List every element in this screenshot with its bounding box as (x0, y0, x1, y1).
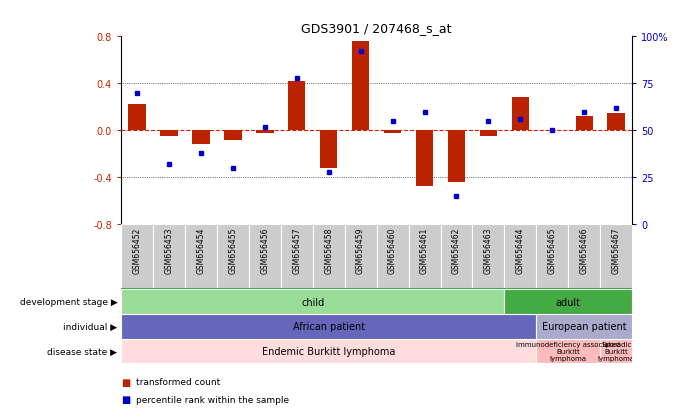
Bar (121, 290, 504, 314)
Bar (473, 225, 504, 290)
Bar (121, 225, 153, 290)
Title: GDS3901 / 207468_s_at: GDS3901 / 207468_s_at (301, 21, 452, 35)
Text: GSM656459: GSM656459 (356, 227, 365, 273)
Text: GSM656458: GSM656458 (324, 227, 333, 273)
Bar (217, 225, 249, 290)
Text: GSM656464: GSM656464 (516, 227, 525, 273)
Bar (408, 225, 440, 290)
Text: GSM656466: GSM656466 (580, 227, 589, 273)
Bar (448, 131, 465, 183)
Bar (600, 225, 632, 290)
Text: transformed count: transformed count (136, 377, 220, 387)
Bar (536, 225, 568, 290)
Text: GSM656465: GSM656465 (548, 227, 557, 273)
Bar (504, 290, 632, 314)
Text: Endemic Burkitt lymphoma: Endemic Burkitt lymphoma (262, 346, 395, 356)
Text: Sporadic
Burkitt
lymphoma: Sporadic Burkitt lymphoma (598, 341, 635, 361)
Text: GSM656461: GSM656461 (420, 227, 429, 273)
Text: GSM656455: GSM656455 (228, 227, 237, 273)
Bar (352, 42, 370, 131)
Text: GSM656467: GSM656467 (612, 227, 621, 273)
Bar (121, 339, 536, 363)
Bar (121, 314, 536, 339)
Text: disease state ▶: disease state ▶ (48, 347, 117, 356)
Text: European patient: European patient (542, 321, 627, 332)
Text: African patient: African patient (292, 321, 365, 332)
Bar (281, 225, 312, 290)
Bar (288, 82, 305, 131)
Bar (224, 131, 242, 140)
Text: GSM656453: GSM656453 (164, 227, 173, 273)
Text: GSM656454: GSM656454 (196, 227, 205, 273)
Bar (345, 225, 377, 290)
Bar (320, 131, 337, 169)
Bar (184, 225, 217, 290)
Text: Immunodeficiency associated
Burkitt
lymphoma: Immunodeficiency associated Burkitt lymp… (516, 341, 621, 361)
Text: percentile rank within the sample: percentile rank within the sample (136, 395, 290, 404)
Bar (384, 131, 401, 133)
Bar (312, 225, 345, 290)
Text: GSM656462: GSM656462 (452, 227, 461, 273)
Text: child: child (301, 297, 324, 307)
Bar (504, 225, 536, 290)
Bar (153, 225, 184, 290)
Bar (480, 131, 498, 137)
Bar (192, 131, 209, 145)
Bar (536, 339, 600, 363)
Bar (128, 105, 146, 131)
Text: GSM656452: GSM656452 (133, 227, 142, 273)
Bar (256, 131, 274, 133)
Bar (440, 225, 473, 290)
Bar (416, 131, 433, 186)
Text: ■: ■ (121, 394, 130, 404)
Bar (511, 98, 529, 131)
Bar (600, 339, 632, 363)
Text: GSM656463: GSM656463 (484, 227, 493, 273)
Bar (536, 314, 632, 339)
Bar (249, 225, 281, 290)
Text: individual ▶: individual ▶ (64, 322, 117, 331)
Text: development stage ▶: development stage ▶ (20, 297, 117, 306)
Bar (576, 117, 593, 131)
Text: GSM656460: GSM656460 (388, 227, 397, 273)
Bar (160, 131, 178, 137)
Bar (607, 114, 625, 131)
Text: GSM656457: GSM656457 (292, 227, 301, 273)
Text: adult: adult (556, 297, 581, 307)
Text: GSM656456: GSM656456 (261, 227, 269, 273)
Text: ■: ■ (121, 377, 130, 387)
Bar (377, 225, 408, 290)
Bar (568, 225, 600, 290)
